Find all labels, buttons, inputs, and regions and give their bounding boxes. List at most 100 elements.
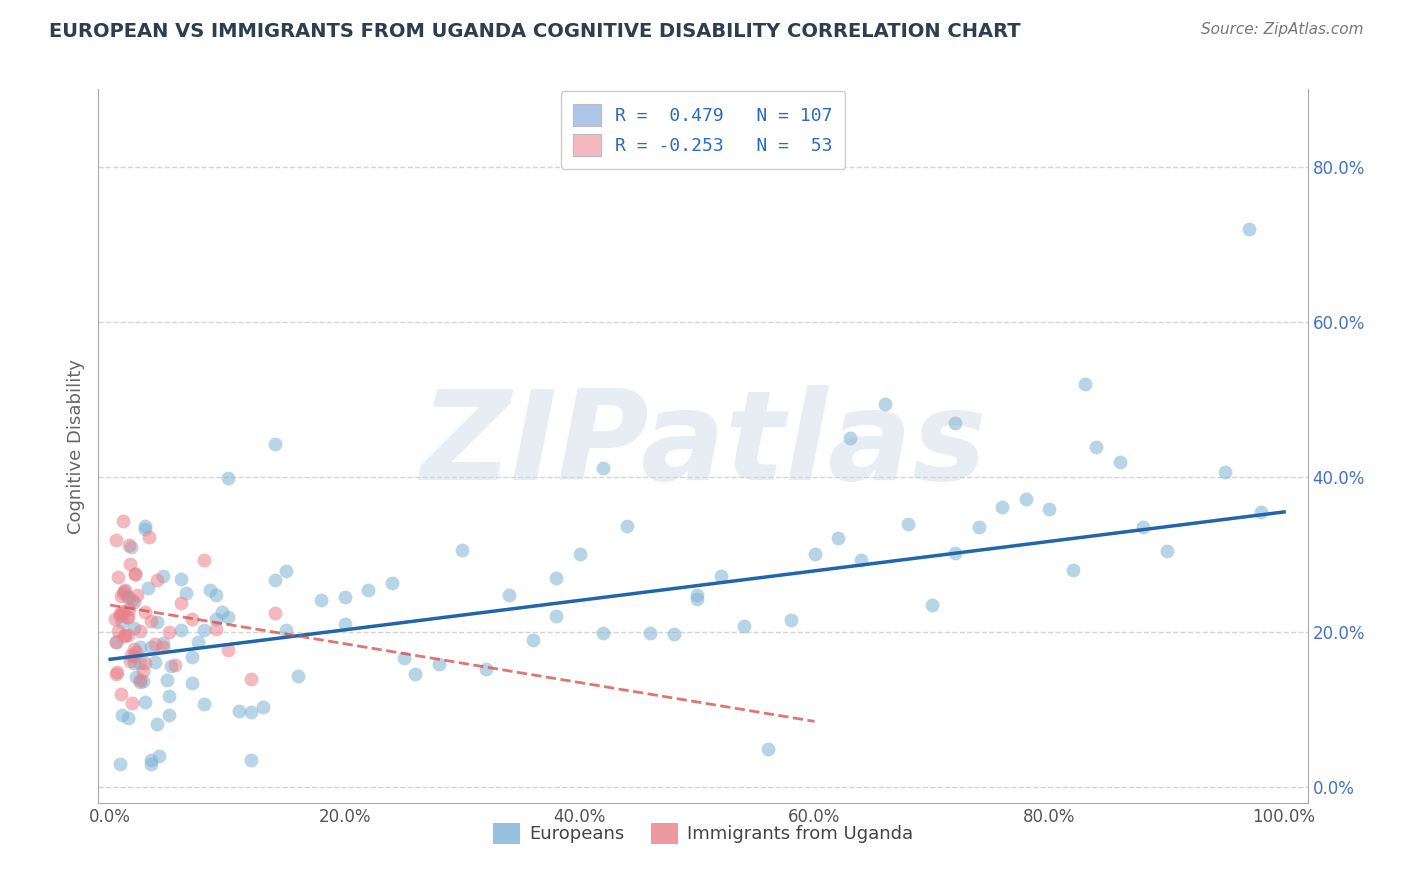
Point	[263, 574, 285, 588]
Point	[169, 623, 191, 637]
Point	[112, 586, 135, 600]
Point	[114, 628, 136, 642]
Point	[104, 612, 127, 626]
Point	[851, 553, 873, 567]
Point	[276, 623, 298, 637]
Point	[181, 650, 204, 665]
Point	[115, 610, 138, 624]
Point	[121, 593, 143, 607]
Text: ZIPatlas: ZIPatlas	[420, 385, 986, 507]
Point	[146, 717, 169, 731]
Point	[107, 570, 129, 584]
Point	[134, 605, 156, 619]
Y-axis label: Cognitive Disability: Cognitive Disability	[66, 359, 84, 533]
Point	[138, 530, 160, 544]
Point	[122, 595, 145, 609]
Point	[111, 615, 134, 629]
Point	[107, 624, 129, 638]
Point	[146, 615, 169, 629]
Point	[112, 604, 135, 618]
Point	[117, 590, 139, 604]
Point	[193, 698, 215, 712]
Point	[217, 610, 239, 624]
Point	[117, 610, 139, 624]
Point	[204, 612, 226, 626]
Point	[1073, 376, 1095, 391]
Legend: Europeans, Immigrants from Uganda: Europeans, Immigrants from Uganda	[485, 815, 921, 851]
Point	[217, 643, 239, 657]
Point	[146, 573, 169, 587]
Point	[1215, 465, 1237, 479]
Point	[217, 470, 239, 484]
Point	[1015, 492, 1038, 507]
Point	[111, 708, 134, 723]
Point	[381, 576, 404, 591]
Point	[991, 500, 1014, 515]
Point	[122, 621, 145, 635]
Point	[733, 618, 755, 632]
Point	[134, 656, 156, 670]
Point	[157, 625, 180, 640]
Point	[132, 664, 155, 678]
Point	[128, 673, 150, 688]
Point	[592, 626, 614, 640]
Point	[193, 553, 215, 567]
Point	[780, 613, 803, 627]
Point	[157, 689, 180, 703]
Point	[136, 581, 159, 595]
Point	[662, 627, 685, 641]
Point	[1156, 544, 1178, 558]
Point	[181, 676, 204, 690]
Point	[141, 614, 163, 628]
Point	[152, 636, 174, 650]
Point	[357, 582, 380, 597]
Point	[176, 586, 198, 600]
Point	[1108, 455, 1130, 469]
Point	[568, 547, 591, 561]
Point	[157, 708, 180, 723]
Point	[112, 583, 135, 598]
Point	[263, 437, 285, 451]
Point	[897, 516, 920, 531]
Point	[710, 568, 733, 582]
Point	[945, 546, 967, 560]
Point	[105, 634, 128, 648]
Point	[143, 637, 166, 651]
Point	[427, 657, 450, 671]
Point	[112, 630, 135, 644]
Point	[240, 705, 263, 719]
Point	[122, 656, 145, 670]
Point	[117, 628, 139, 642]
Point	[160, 659, 183, 673]
Point	[181, 611, 204, 625]
Point	[945, 416, 967, 430]
Point	[110, 687, 132, 701]
Point	[1085, 440, 1108, 454]
Point	[187, 635, 209, 649]
Point	[120, 654, 142, 668]
Point	[108, 606, 131, 620]
Point	[311, 593, 333, 607]
Point	[122, 642, 145, 657]
Point	[1237, 222, 1260, 236]
Point	[111, 607, 134, 621]
Point	[498, 588, 520, 602]
Point	[148, 749, 170, 764]
Point	[404, 667, 426, 681]
Point	[252, 700, 274, 714]
Point	[114, 582, 136, 597]
Point	[240, 753, 263, 767]
Point	[263, 606, 285, 620]
Point	[134, 519, 156, 533]
Point	[803, 547, 825, 561]
Point	[122, 648, 145, 663]
Point	[169, 596, 191, 610]
Point	[108, 757, 131, 772]
Point	[163, 657, 186, 672]
Point	[112, 514, 135, 528]
Point	[118, 602, 141, 616]
Point	[204, 622, 226, 636]
Point	[522, 633, 544, 648]
Point	[873, 397, 896, 411]
Point	[143, 655, 166, 669]
